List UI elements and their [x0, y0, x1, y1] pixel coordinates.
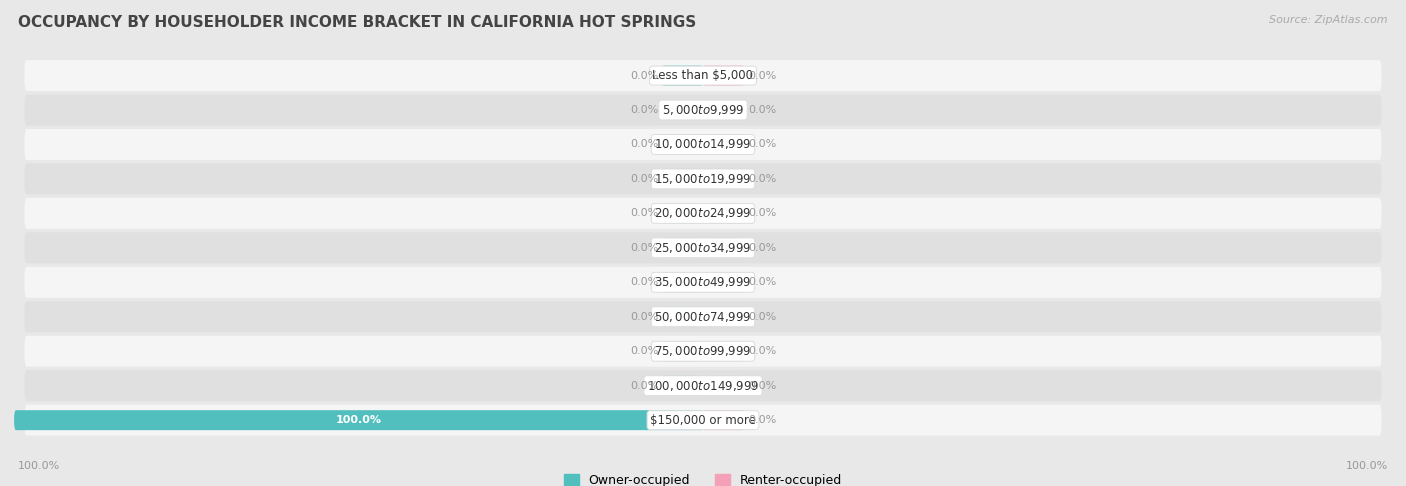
FancyBboxPatch shape — [703, 272, 744, 292]
FancyBboxPatch shape — [662, 135, 703, 155]
Text: $50,000 to $74,999: $50,000 to $74,999 — [654, 310, 752, 324]
FancyBboxPatch shape — [662, 341, 703, 361]
Text: 0.0%: 0.0% — [748, 174, 776, 184]
Text: 0.0%: 0.0% — [748, 381, 776, 391]
Text: 0.0%: 0.0% — [630, 278, 658, 287]
FancyBboxPatch shape — [703, 238, 744, 258]
FancyBboxPatch shape — [703, 376, 744, 396]
Text: $35,000 to $49,999: $35,000 to $49,999 — [654, 276, 752, 289]
FancyBboxPatch shape — [703, 100, 744, 120]
FancyBboxPatch shape — [24, 60, 1382, 91]
Text: 0.0%: 0.0% — [630, 346, 658, 356]
Text: $10,000 to $14,999: $10,000 to $14,999 — [654, 138, 752, 152]
Text: $20,000 to $24,999: $20,000 to $24,999 — [654, 207, 752, 220]
Text: Source: ZipAtlas.com: Source: ZipAtlas.com — [1270, 15, 1388, 25]
Text: 0.0%: 0.0% — [630, 208, 658, 218]
FancyBboxPatch shape — [24, 267, 1382, 298]
Text: 0.0%: 0.0% — [630, 70, 658, 81]
Text: $150,000 or more: $150,000 or more — [650, 414, 756, 427]
FancyBboxPatch shape — [662, 376, 703, 396]
Text: 0.0%: 0.0% — [748, 312, 776, 322]
FancyBboxPatch shape — [662, 100, 703, 120]
Text: 0.0%: 0.0% — [748, 278, 776, 287]
Text: 0.0%: 0.0% — [748, 70, 776, 81]
Text: 100.0%: 100.0% — [336, 415, 381, 425]
FancyBboxPatch shape — [662, 204, 703, 224]
Text: 0.0%: 0.0% — [748, 346, 776, 356]
Text: 0.0%: 0.0% — [630, 174, 658, 184]
FancyBboxPatch shape — [662, 272, 703, 292]
Text: $75,000 to $99,999: $75,000 to $99,999 — [654, 344, 752, 358]
Text: $15,000 to $19,999: $15,000 to $19,999 — [654, 172, 752, 186]
FancyBboxPatch shape — [703, 410, 744, 430]
Text: 0.0%: 0.0% — [748, 208, 776, 218]
Text: 0.0%: 0.0% — [748, 139, 776, 150]
FancyBboxPatch shape — [703, 66, 744, 86]
Text: 0.0%: 0.0% — [748, 415, 776, 425]
Text: 0.0%: 0.0% — [630, 243, 658, 253]
Text: 0.0%: 0.0% — [630, 381, 658, 391]
Text: 100.0%: 100.0% — [1346, 461, 1388, 471]
Text: OCCUPANCY BY HOUSEHOLDER INCOME BRACKET IN CALIFORNIA HOT SPRINGS: OCCUPANCY BY HOUSEHOLDER INCOME BRACKET … — [18, 15, 696, 30]
FancyBboxPatch shape — [24, 129, 1382, 160]
FancyBboxPatch shape — [24, 336, 1382, 367]
FancyBboxPatch shape — [24, 405, 1382, 435]
Legend: Owner-occupied, Renter-occupied: Owner-occupied, Renter-occupied — [558, 469, 848, 486]
Text: 0.0%: 0.0% — [630, 312, 658, 322]
FancyBboxPatch shape — [24, 232, 1382, 263]
Text: 100.0%: 100.0% — [18, 461, 60, 471]
FancyBboxPatch shape — [14, 410, 703, 430]
FancyBboxPatch shape — [662, 238, 703, 258]
FancyBboxPatch shape — [703, 169, 744, 189]
Text: 0.0%: 0.0% — [748, 105, 776, 115]
Text: 0.0%: 0.0% — [748, 243, 776, 253]
Text: 0.0%: 0.0% — [630, 105, 658, 115]
Text: 0.0%: 0.0% — [630, 139, 658, 150]
FancyBboxPatch shape — [703, 204, 744, 224]
FancyBboxPatch shape — [662, 307, 703, 327]
Text: $5,000 to $9,999: $5,000 to $9,999 — [662, 103, 744, 117]
FancyBboxPatch shape — [703, 307, 744, 327]
FancyBboxPatch shape — [24, 198, 1382, 229]
FancyBboxPatch shape — [24, 94, 1382, 125]
FancyBboxPatch shape — [24, 370, 1382, 401]
Text: $100,000 to $149,999: $100,000 to $149,999 — [647, 379, 759, 393]
Text: Less than $5,000: Less than $5,000 — [652, 69, 754, 82]
Text: $25,000 to $34,999: $25,000 to $34,999 — [654, 241, 752, 255]
FancyBboxPatch shape — [24, 163, 1382, 194]
FancyBboxPatch shape — [662, 169, 703, 189]
FancyBboxPatch shape — [24, 301, 1382, 332]
FancyBboxPatch shape — [703, 341, 744, 361]
FancyBboxPatch shape — [662, 66, 703, 86]
FancyBboxPatch shape — [703, 135, 744, 155]
